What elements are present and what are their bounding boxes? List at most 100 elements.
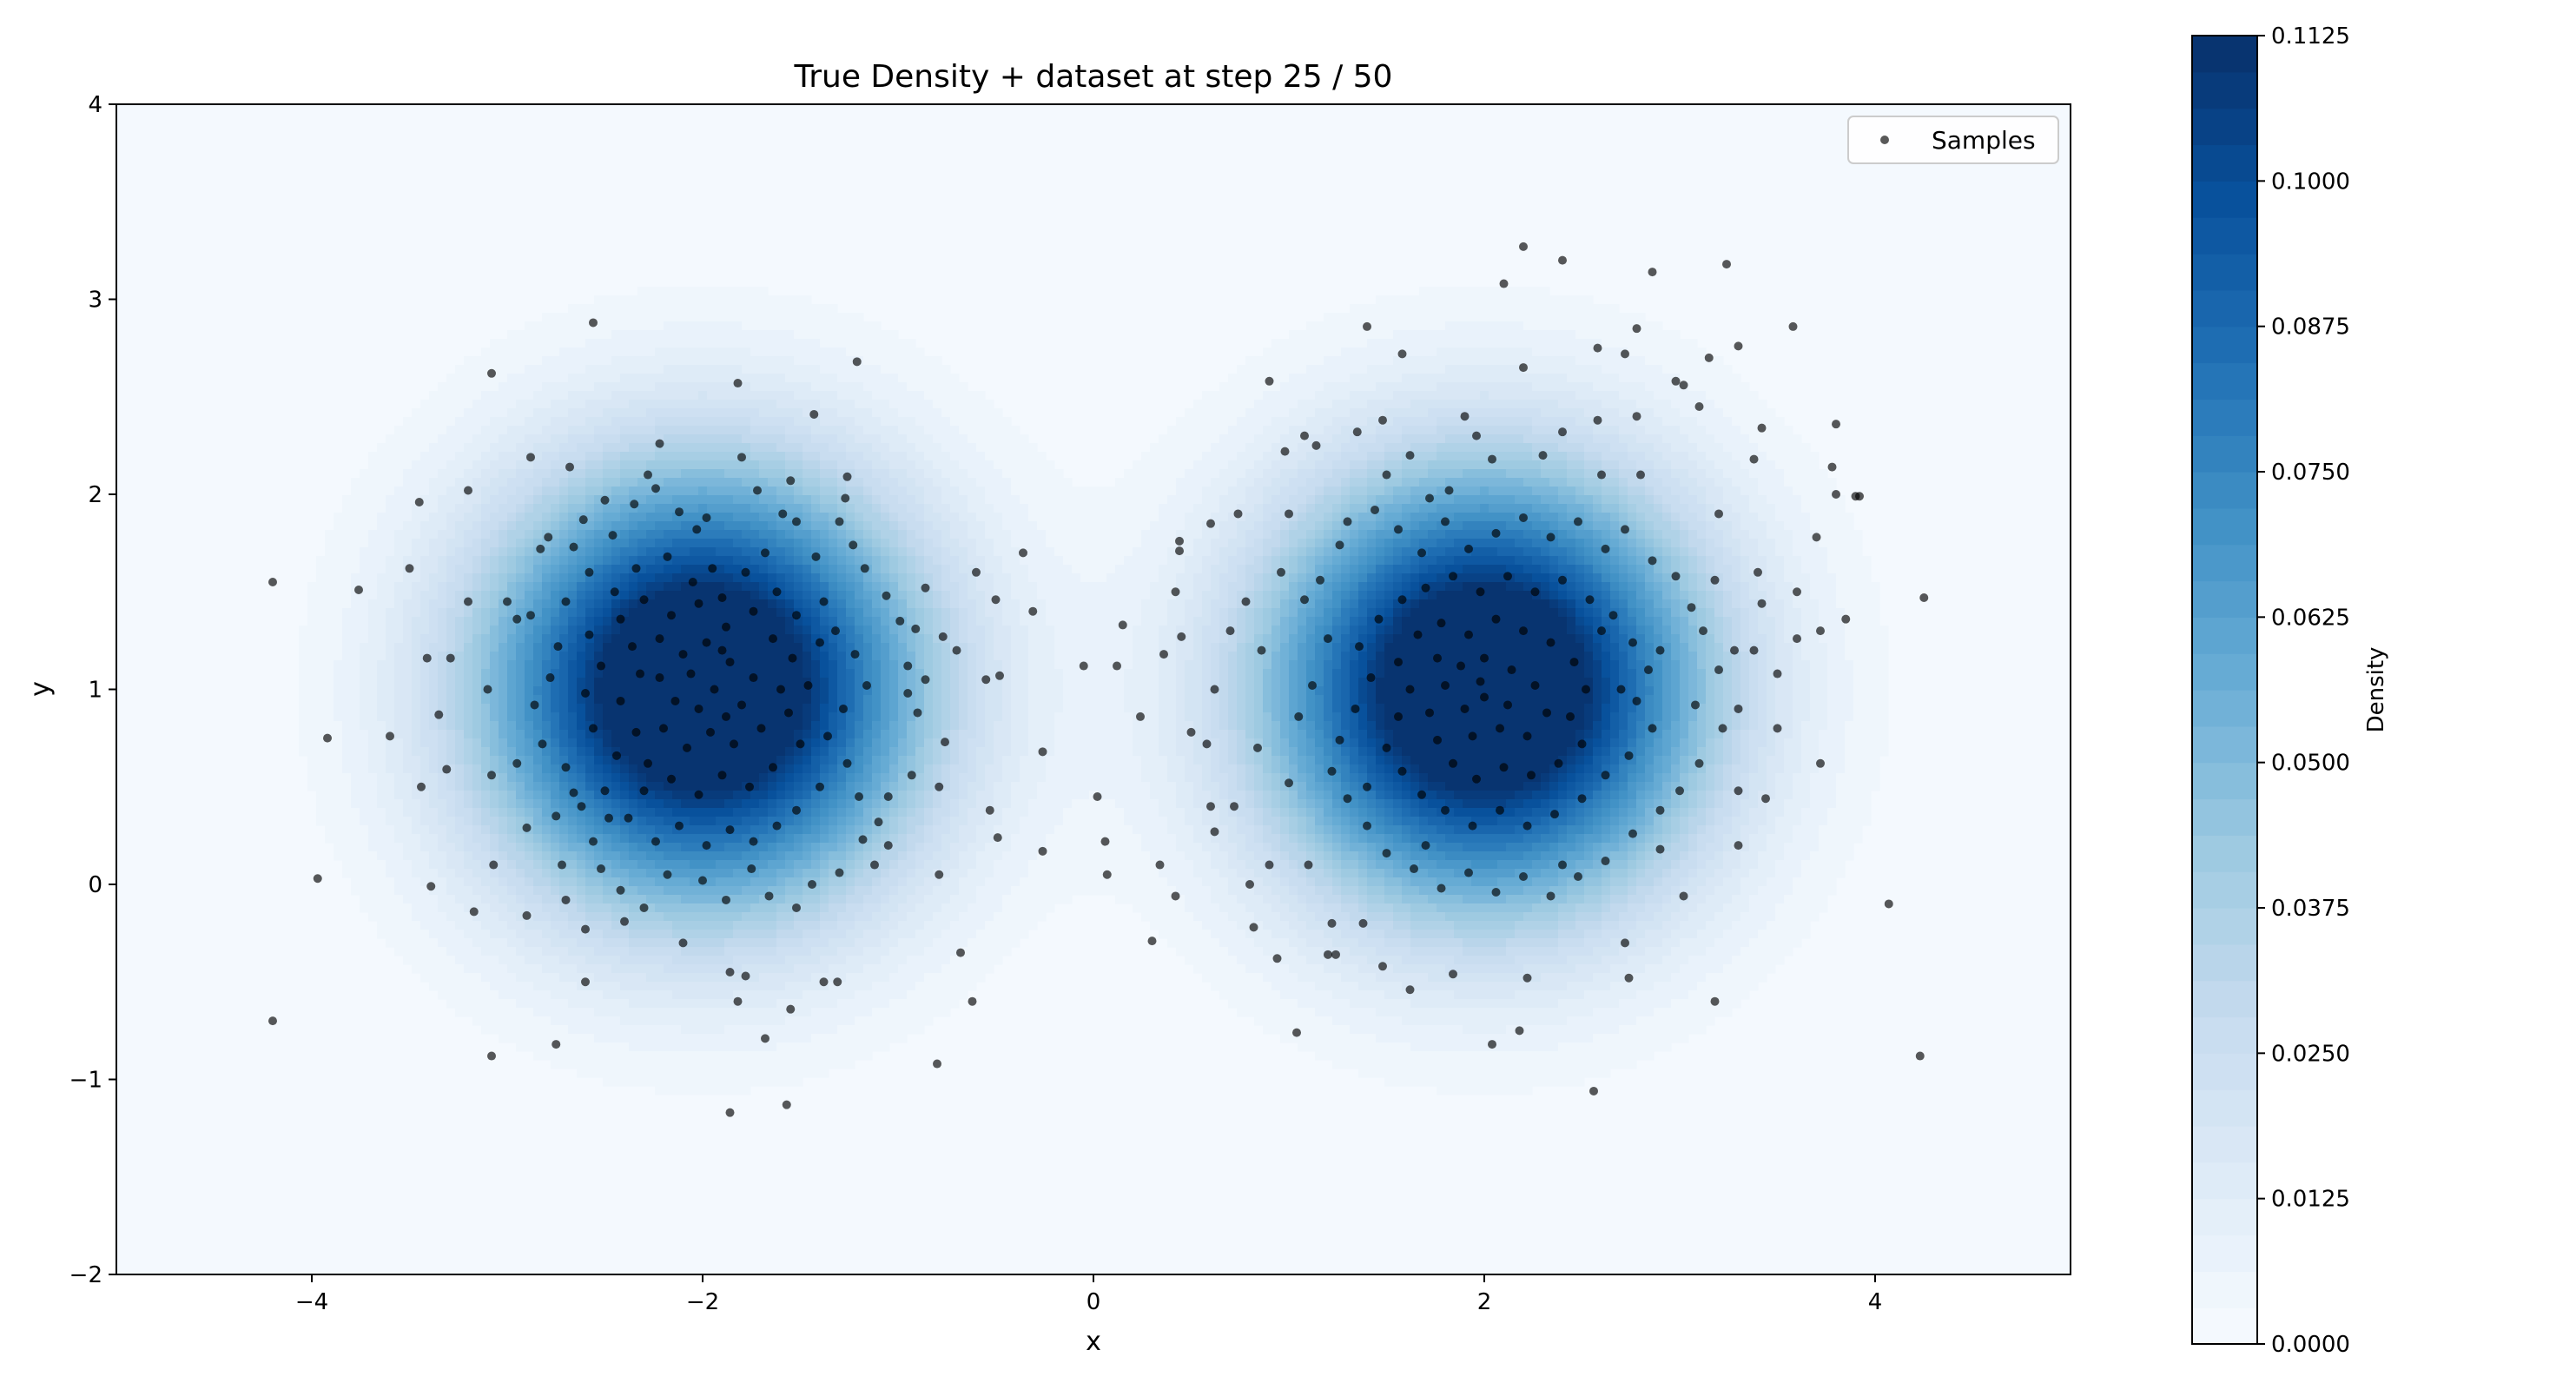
- density-cell: [846, 573, 855, 583]
- density-cell: [368, 712, 378, 722]
- density-cell: [629, 1069, 638, 1078]
- density-cell: [525, 791, 534, 800]
- density-cell: [820, 417, 829, 427]
- density-cell: [551, 730, 560, 739]
- density-cell: [551, 530, 560, 539]
- density-cell: [594, 513, 604, 522]
- density-cell: [664, 938, 673, 948]
- density-cell: [672, 417, 682, 427]
- density-cell: [742, 582, 751, 592]
- density-cell: [672, 426, 682, 435]
- density-cell: [438, 539, 447, 548]
- density-cell: [637, 339, 647, 348]
- density-cell: [724, 843, 734, 852]
- density-cell: [351, 556, 360, 566]
- density-cell: [394, 599, 404, 609]
- density-cell: [542, 678, 552, 687]
- density-cell: [690, 1060, 699, 1069]
- density-cell: [525, 652, 534, 661]
- density-cell: [750, 513, 760, 522]
- density-cell: [637, 843, 647, 852]
- density-cell: [742, 721, 751, 731]
- density-cell: [507, 599, 517, 609]
- density-cell: [464, 851, 473, 861]
- density-cell: [542, 608, 552, 618]
- density-cell: [733, 365, 743, 374]
- density-cell: [472, 660, 482, 670]
- density-cell: [455, 643, 465, 652]
- density-cell: [542, 634, 552, 644]
- density-cell: [646, 851, 656, 861]
- density-cell: [655, 791, 664, 800]
- density-cell: [585, 599, 595, 609]
- density-cell: [846, 721, 855, 731]
- density-cell: [429, 504, 439, 513]
- density-cell: [568, 1008, 578, 1017]
- density-cell: [377, 634, 386, 644]
- density-cell: [655, 1042, 664, 1052]
- density-cell: [646, 1042, 656, 1052]
- density-cell: [846, 1034, 855, 1043]
- density-cell: [829, 843, 838, 852]
- density-cell: [690, 764, 699, 774]
- density-cell: [342, 860, 352, 870]
- density-cell: [499, 1034, 508, 1043]
- density-cell: [620, 452, 630, 461]
- density-cell: [811, 521, 821, 531]
- density-cell: [724, 287, 734, 296]
- density-cell: [420, 417, 430, 427]
- density-cell: [785, 964, 795, 974]
- density-cell: [637, 460, 647, 470]
- density-cell: [811, 599, 821, 609]
- density-cell: [698, 617, 708, 626]
- density-cell: [716, 877, 725, 887]
- density-cell: [533, 825, 543, 835]
- density-cell: [525, 860, 534, 870]
- density-cell: [568, 565, 578, 574]
- density-cell: [603, 547, 612, 557]
- density-cell: [733, 851, 743, 861]
- density-cell: [386, 443, 395, 453]
- density-cell: [672, 1034, 682, 1043]
- density-cell: [525, 434, 534, 444]
- density-cell: [620, 982, 630, 991]
- density-cell: [742, 999, 751, 1009]
- density-cell: [620, 695, 630, 705]
- density-cell: [811, 817, 821, 826]
- density-cell: [499, 747, 508, 757]
- density-cell: [811, 712, 821, 722]
- density-cell: [577, 782, 586, 791]
- density-cell: [307, 643, 317, 652]
- density-cell: [412, 877, 421, 887]
- density-cell: [490, 964, 499, 974]
- density-cell: [794, 886, 803, 896]
- density-cell: [750, 1008, 760, 1017]
- density-cell: [403, 660, 413, 670]
- density-cell: [568, 417, 578, 427]
- density-cell: [768, 1060, 777, 1069]
- density-cell: [438, 582, 447, 592]
- density-cell: [577, 313, 586, 322]
- density-cell: [846, 860, 855, 870]
- density-cell: [646, 626, 656, 635]
- density-cell: [412, 773, 421, 783]
- density-cell: [742, 547, 751, 557]
- density-cell: [490, 565, 499, 574]
- density-cell: [394, 452, 404, 461]
- density-cell: [742, 860, 751, 870]
- density-cell: [785, 738, 795, 748]
- density-cell: [716, 626, 725, 635]
- density-cell: [551, 321, 560, 331]
- density-cell: [342, 869, 352, 878]
- density-cell: [490, 608, 499, 618]
- density-cell: [603, 417, 612, 427]
- density-cell: [360, 773, 369, 783]
- density-cell: [820, 1060, 829, 1069]
- density-cell: [829, 669, 838, 678]
- density-cell: [611, 791, 621, 800]
- density-cell: [837, 313, 847, 322]
- density-cell: [629, 417, 638, 427]
- density-cell: [507, 669, 517, 678]
- density-cell: [585, 1008, 595, 1017]
